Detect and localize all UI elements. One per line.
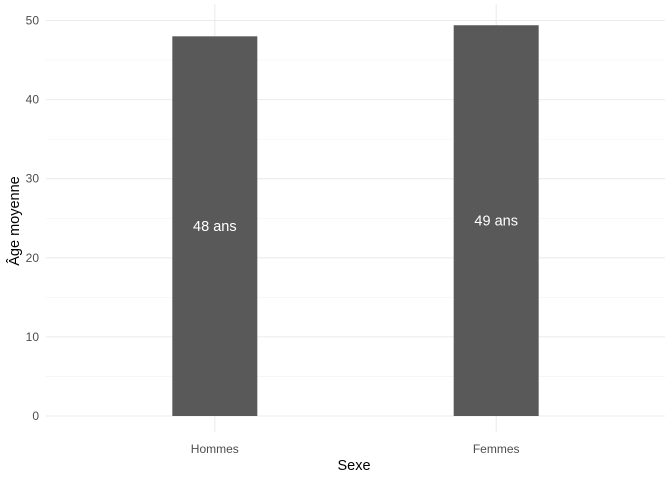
y-tick-label: 30 <box>26 172 40 186</box>
x-tick-label: Hommes <box>191 442 239 456</box>
y-tick-label: 0 <box>32 409 39 423</box>
bar-value-label: 48 ans <box>193 219 237 235</box>
grid <box>46 4 665 432</box>
bar-value-label: 49 ans <box>474 214 518 230</box>
y-axis-ticks: 0 10 20 30 40 50 <box>26 14 40 424</box>
x-axis-title: Sexe <box>337 458 370 474</box>
bar-hommes <box>172 36 258 416</box>
x-tick-label: Femmes <box>473 442 520 456</box>
y-axis-title: Âge moyenne <box>6 176 23 265</box>
y-tick-label: 50 <box>26 14 40 28</box>
y-tick-label: 40 <box>26 93 40 107</box>
bar-femmes <box>453 25 539 416</box>
y-tick-label: 20 <box>26 251 40 265</box>
y-tick-label: 10 <box>26 330 40 344</box>
x-axis-ticks: Hommes Femmes <box>191 442 520 456</box>
bars: 48 ans 49 ans <box>172 25 539 416</box>
